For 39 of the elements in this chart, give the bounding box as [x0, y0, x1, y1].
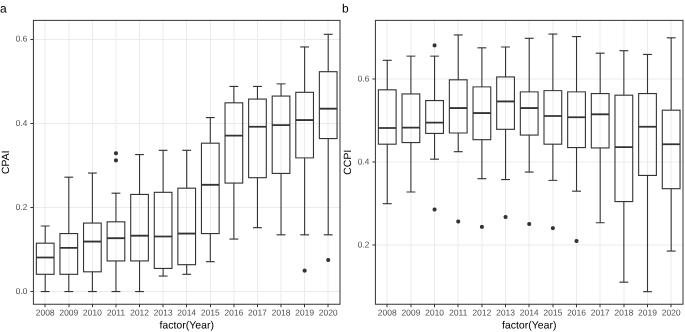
y-axis-title: CCPI [342, 150, 354, 175]
y-tick-label: 0.6 [358, 73, 370, 84]
x-tick-label: 2018 [614, 308, 634, 318]
x-tick-label: 2009 [59, 308, 79, 318]
x-tick-label: 2017 [590, 308, 610, 318]
x-tick-label: 2018 [272, 308, 291, 318]
x-tick-label: 2011 [449, 308, 468, 318]
x-tick-label: 2020 [662, 308, 681, 318]
x-tick-label: 2012 [472, 308, 492, 318]
x-tick-label: 2013 [154, 308, 173, 318]
x-tick-label: 2008 [36, 308, 55, 318]
x-tick-label: 2010 [425, 308, 444, 318]
y-tick-label: 0.6 [16, 34, 28, 44]
y-tick-label: 0.4 [358, 156, 370, 166]
x-tick-label: 2017 [248, 308, 268, 318]
x-tick-label: 2009 [401, 308, 421, 318]
x-tick-label: 2020 [318, 308, 338, 318]
x-tick-label: 2012 [130, 308, 150, 318]
y-tick-label: 0.4 [16, 118, 28, 128]
x-tick-label: 2014 [177, 308, 196, 318]
x-tick-label: 2019 [295, 308, 314, 318]
x-tick-label: 2011 [106, 308, 126, 318]
x-tick-label: 2010 [82, 308, 102, 318]
x-tick-label: 2008 [378, 308, 397, 318]
chart-title: a [0, 2, 7, 16]
x-tick-label: 2016 [224, 308, 244, 318]
x-tick-label: 2015 [200, 308, 220, 318]
y-tick-label: 0.2 [16, 202, 28, 212]
y-tick-label: 0.0 [16, 286, 28, 296]
y-tick-label: 0.2 [358, 240, 370, 250]
y-axis-title: CPAI [0, 150, 12, 174]
x-tick-label: 2013 [496, 308, 516, 318]
x-tick-label: 2016 [567, 308, 586, 318]
x-tick-label: 2019 [638, 308, 658, 318]
x-axis-title: factor(Year) [502, 320, 556, 332]
x-tick-label: 2015 [543, 308, 563, 318]
x-axis-title: factor(Year) [159, 320, 214, 332]
chart-title: b [342, 2, 349, 16]
x-tick-label: 2014 [520, 308, 539, 318]
